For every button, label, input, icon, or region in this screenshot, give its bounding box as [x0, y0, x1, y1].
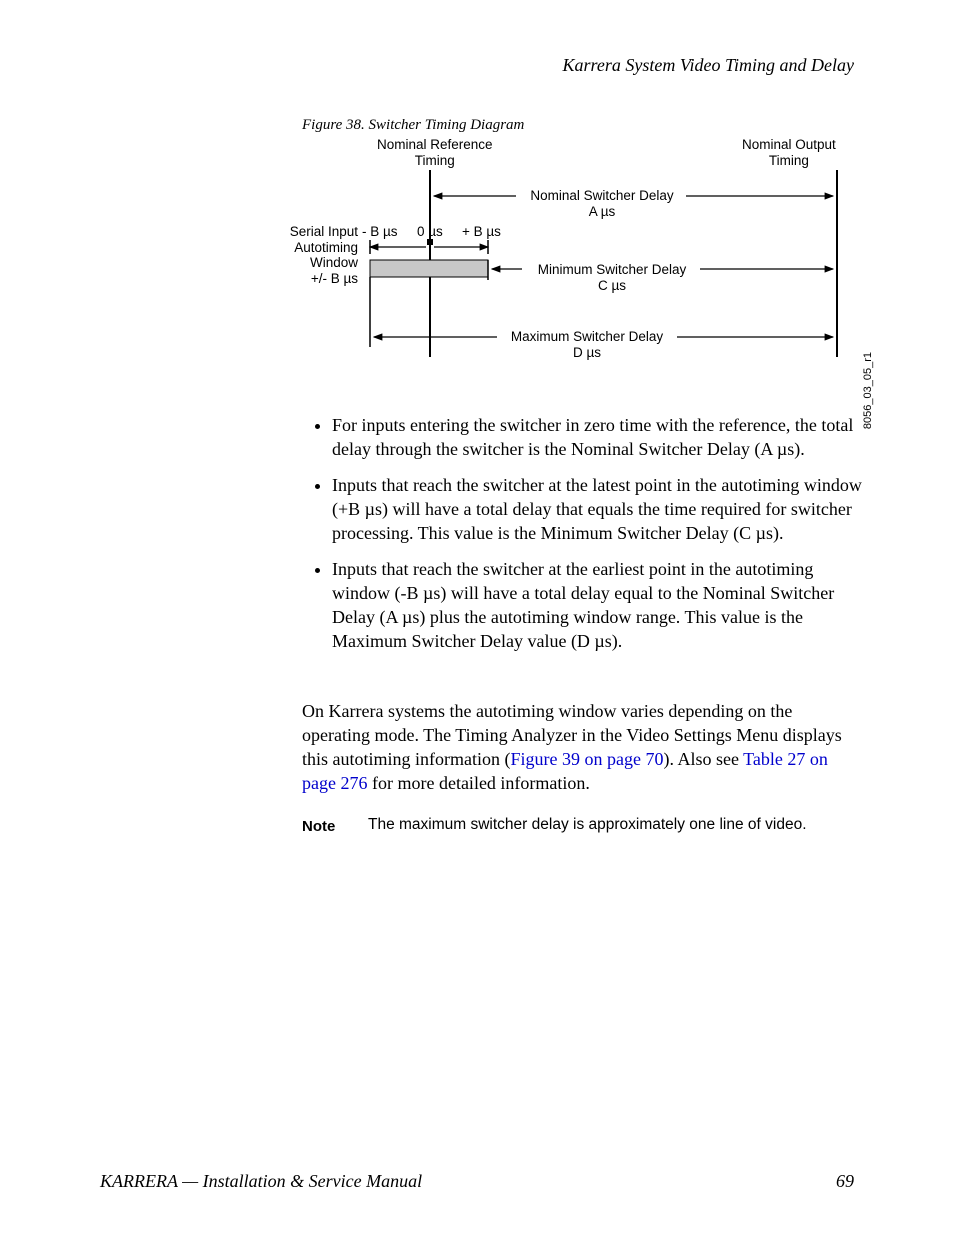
bullet-item: Inputs that reach the switcher at the la… — [332, 474, 862, 546]
footer-title: KARRERA — Installation & Service Manual — [100, 1171, 422, 1192]
diagram-rev-label: 8056_03_05_r1 — [862, 352, 874, 429]
page-header: Karrera System Video Timing and Delay — [563, 55, 854, 76]
note-block: Note The maximum switcher delay is appro… — [302, 815, 862, 837]
paragraph: On Karrera systems the autotiming window… — [302, 700, 862, 796]
footer-page-number: 69 — [836, 1171, 854, 1192]
diagram-svg — [302, 132, 862, 372]
page-footer: KARRERA — Installation & Service Manual … — [100, 1171, 854, 1192]
switcher-timing-diagram: Nominal Reference Timing Nominal Output … — [302, 132, 862, 372]
bullet-item: Inputs that reach the switcher at the ea… — [332, 558, 862, 654]
note-text: The maximum switcher delay is approximat… — [368, 815, 807, 836]
bullet-item: For inputs entering the switcher in zero… — [332, 414, 862, 462]
figure-link[interactable]: Figure 39 on page 70 — [510, 749, 663, 769]
note-label: Note — [302, 815, 368, 837]
bullet-list: For inputs entering the switcher in zero… — [302, 414, 862, 653]
